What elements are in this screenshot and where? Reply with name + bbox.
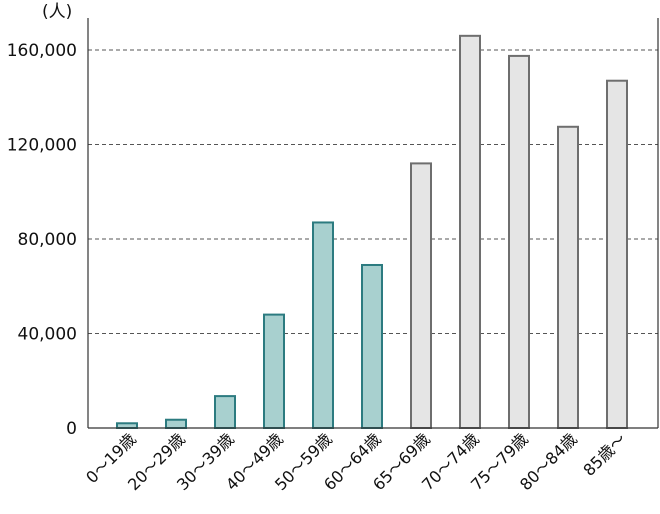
- bar: [508, 54, 530, 429]
- bar: [116, 422, 138, 429]
- axes: [87, 18, 659, 429]
- bar: [459, 34, 481, 429]
- bar: [312, 221, 334, 429]
- y-tick-label: 0: [66, 419, 77, 439]
- bar: [410, 162, 432, 429]
- y-tick-label: 80,000: [18, 230, 77, 250]
- x-tick-labels: 0〜19歳20〜29歳30〜39歳40〜49歳50〜59歳60〜64歳65〜69…: [82, 429, 630, 494]
- bar: [361, 263, 383, 429]
- bar: [263, 313, 285, 430]
- y-tick-label: 40,000: [18, 325, 77, 345]
- y-axis-unit-label: (人): [42, 2, 72, 22]
- bar: [606, 79, 628, 430]
- x-tick-label: 85歳〜: [579, 429, 629, 479]
- bar: [214, 395, 236, 430]
- bars: [116, 34, 628, 430]
- bar: [165, 418, 187, 430]
- grid-lines: [88, 49, 658, 334]
- y-tick-label: 160,000: [7, 41, 77, 61]
- bar: [557, 125, 579, 429]
- y-tick-label: 120,000: [7, 136, 77, 156]
- y-tick-labels: 0 40,000 80,000 120,000 160,000: [7, 41, 77, 439]
